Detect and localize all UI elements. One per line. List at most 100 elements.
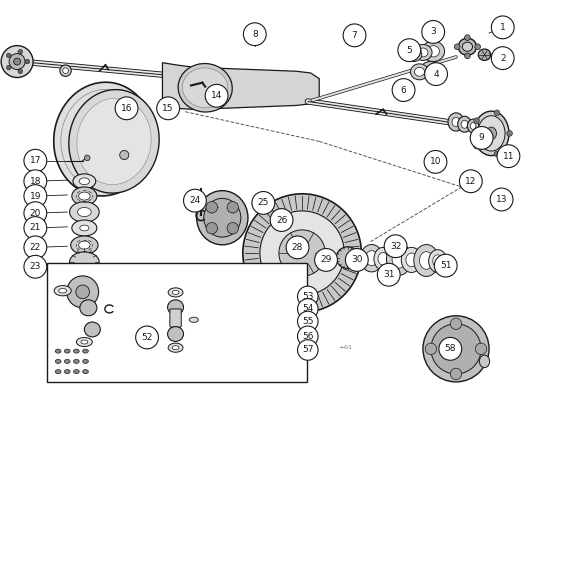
Text: 56: 56 — [302, 332, 314, 341]
Ellipse shape — [74, 370, 79, 374]
Circle shape — [474, 118, 479, 124]
Text: 20: 20 — [30, 209, 41, 218]
Text: 2: 2 — [500, 54, 506, 63]
Circle shape — [24, 202, 47, 225]
Ellipse shape — [69, 89, 159, 193]
Circle shape — [227, 202, 238, 213]
Ellipse shape — [374, 247, 392, 270]
Ellipse shape — [55, 360, 61, 364]
Circle shape — [434, 254, 457, 277]
Ellipse shape — [276, 217, 283, 223]
Ellipse shape — [478, 116, 505, 151]
Ellipse shape — [462, 42, 473, 51]
Circle shape — [24, 217, 47, 239]
Circle shape — [76, 285, 89, 299]
Ellipse shape — [465, 53, 470, 59]
Text: 19: 19 — [30, 192, 41, 201]
Ellipse shape — [401, 247, 422, 272]
Ellipse shape — [478, 49, 491, 60]
Circle shape — [450, 368, 462, 380]
Text: 32: 32 — [390, 242, 401, 251]
Ellipse shape — [55, 349, 61, 353]
Ellipse shape — [206, 276, 238, 296]
Text: 12: 12 — [465, 177, 477, 186]
Ellipse shape — [71, 236, 98, 254]
Circle shape — [136, 326, 158, 349]
Ellipse shape — [74, 360, 79, 364]
Ellipse shape — [226, 282, 251, 298]
Circle shape — [286, 236, 309, 259]
Ellipse shape — [392, 251, 406, 268]
Circle shape — [424, 150, 447, 173]
Ellipse shape — [427, 46, 439, 57]
Circle shape — [490, 188, 513, 211]
Text: 24: 24 — [189, 196, 201, 205]
Circle shape — [252, 192, 275, 214]
Ellipse shape — [64, 349, 70, 353]
Text: 9: 9 — [479, 133, 484, 142]
Ellipse shape — [418, 48, 428, 57]
Text: 8: 8 — [252, 30, 258, 39]
Ellipse shape — [433, 255, 443, 267]
Ellipse shape — [247, 287, 259, 296]
Ellipse shape — [475, 44, 481, 50]
Circle shape — [398, 39, 421, 62]
Circle shape — [60, 65, 71, 76]
Text: 7: 7 — [352, 31, 357, 40]
Circle shape — [243, 23, 266, 46]
Ellipse shape — [83, 370, 88, 374]
Ellipse shape — [336, 247, 359, 268]
Circle shape — [14, 58, 21, 65]
Circle shape — [450, 318, 462, 329]
Circle shape — [18, 69, 23, 74]
Ellipse shape — [84, 322, 100, 337]
Ellipse shape — [454, 44, 460, 50]
Circle shape — [227, 222, 238, 234]
Text: 25: 25 — [258, 198, 269, 207]
Circle shape — [206, 202, 218, 213]
Text: 17: 17 — [30, 156, 41, 165]
Ellipse shape — [470, 123, 476, 129]
Circle shape — [377, 263, 400, 286]
Ellipse shape — [360, 245, 383, 272]
Text: 22: 22 — [30, 243, 41, 252]
Ellipse shape — [365, 251, 378, 266]
Circle shape — [18, 50, 23, 54]
Ellipse shape — [422, 41, 445, 62]
Circle shape — [205, 84, 228, 107]
Circle shape — [260, 211, 344, 295]
Ellipse shape — [406, 48, 422, 62]
Ellipse shape — [76, 337, 92, 347]
Circle shape — [84, 155, 90, 161]
Ellipse shape — [474, 111, 509, 156]
Circle shape — [494, 110, 500, 116]
Ellipse shape — [452, 117, 460, 127]
Ellipse shape — [214, 281, 230, 291]
Circle shape — [343, 24, 366, 47]
Circle shape — [431, 324, 481, 374]
Polygon shape — [162, 63, 319, 109]
Circle shape — [494, 151, 500, 157]
Ellipse shape — [168, 288, 183, 297]
Ellipse shape — [73, 174, 96, 189]
Text: 51: 51 — [440, 261, 451, 270]
Text: 13: 13 — [496, 195, 507, 204]
Circle shape — [384, 235, 407, 258]
Text: 52: 52 — [141, 333, 153, 342]
Ellipse shape — [189, 317, 198, 323]
Ellipse shape — [257, 203, 265, 210]
Ellipse shape — [429, 250, 447, 272]
Ellipse shape — [479, 355, 490, 368]
Circle shape — [491, 47, 514, 70]
Circle shape — [439, 337, 462, 360]
Circle shape — [298, 311, 318, 332]
Ellipse shape — [182, 68, 228, 108]
Ellipse shape — [420, 252, 433, 269]
Circle shape — [470, 127, 493, 149]
Circle shape — [120, 150, 129, 160]
Text: 53: 53 — [302, 292, 314, 301]
Ellipse shape — [79, 241, 90, 249]
Circle shape — [24, 149, 47, 172]
Circle shape — [25, 59, 30, 64]
Ellipse shape — [204, 198, 241, 237]
